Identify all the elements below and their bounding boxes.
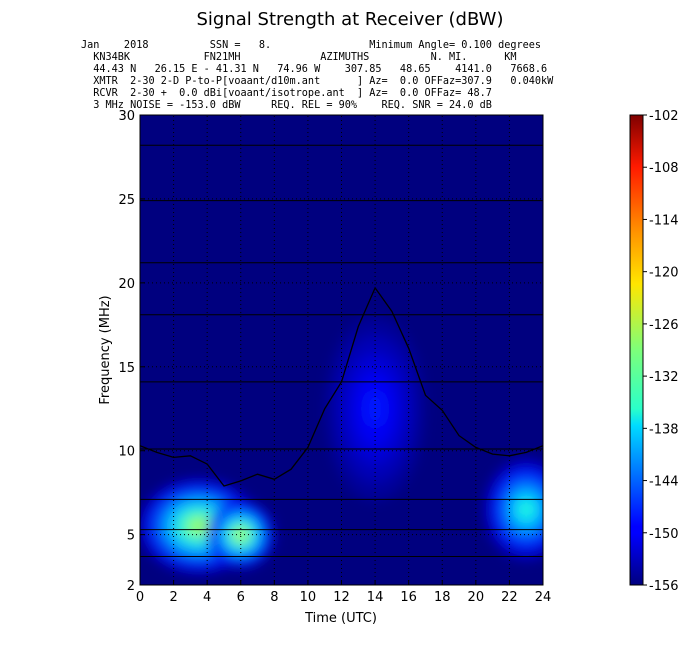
x-tick-label-7: 14 <box>367 590 384 605</box>
heat-region-0-level-4 <box>187 516 211 536</box>
y-tick-label-3: 15 <box>118 361 135 376</box>
y-tick-label-1: 5 <box>127 529 135 544</box>
x-tick-label-0: 0 <box>136 590 144 605</box>
colorbar-tick-label-5: -132 <box>649 370 679 385</box>
colorbar-tick-label-9: -156 <box>649 579 679 594</box>
colorbar-gradient <box>629 114 644 586</box>
y-tick-label-5: 25 <box>118 193 135 208</box>
x-axis: 0 2 4 6 8 10 12 14 16 18 20 22 24 <box>136 580 551 605</box>
x-tick-label-4: 8 <box>270 590 278 605</box>
y-axis-label: Frequency (MHz) <box>98 295 113 404</box>
y-tick-label-2: 10 <box>118 445 135 460</box>
y-tick-label-4: 20 <box>118 277 135 292</box>
x-tick-label-2: 4 <box>203 590 211 605</box>
x-tick-label-6: 12 <box>333 590 350 605</box>
colorbar: -102 -108 -114 -120 -126 -132 -138 -144 -150 -156 <box>629 109 679 594</box>
y-tick-label-6: 30 <box>118 109 135 124</box>
colorbar-tick-label-8: -150 <box>649 527 679 542</box>
x-tick-label-1: 2 <box>169 590 177 605</box>
colorbar-tick-label-2: -114 <box>649 213 679 228</box>
colorbar-tick-label-0: -102 <box>649 109 679 124</box>
chart-header-info: Jan 2018 SSN = 8. Minimum Angle= 0.100 d… <box>81 40 554 111</box>
plot-area <box>139 114 544 586</box>
colorbar-tick-label-7: -144 <box>649 475 679 490</box>
x-tick-label-3: 6 <box>237 590 245 605</box>
heat-region-2-level-4 <box>517 499 535 520</box>
chart-title: Signal Strength at Receiver (dBW) <box>196 9 504 30</box>
colorbar-tick-label-4: -126 <box>649 318 679 333</box>
x-tick-label-5: 10 <box>300 590 317 605</box>
muf-line <box>140 286 543 487</box>
x-tick-label-9: 18 <box>434 590 451 605</box>
colorbar-tick-label-6: -138 <box>649 422 679 437</box>
x-tick-label-11: 22 <box>501 590 518 605</box>
colorbar-tick-label-1: -108 <box>649 161 679 176</box>
colorbar-ticks: -102 -108 -114 -120 -126 -132 -138 -144 -150 -156 <box>643 109 679 594</box>
colorbar-tick-label-3: -120 <box>649 266 679 281</box>
x-tick-label-12: 24 <box>535 590 552 605</box>
x-tick-label-10: 20 <box>468 590 485 605</box>
x-axis-label: Time (UTC) <box>304 611 377 626</box>
x-tick-label-8: 16 <box>400 590 417 605</box>
y-tick-label-0: 2 <box>127 579 135 594</box>
